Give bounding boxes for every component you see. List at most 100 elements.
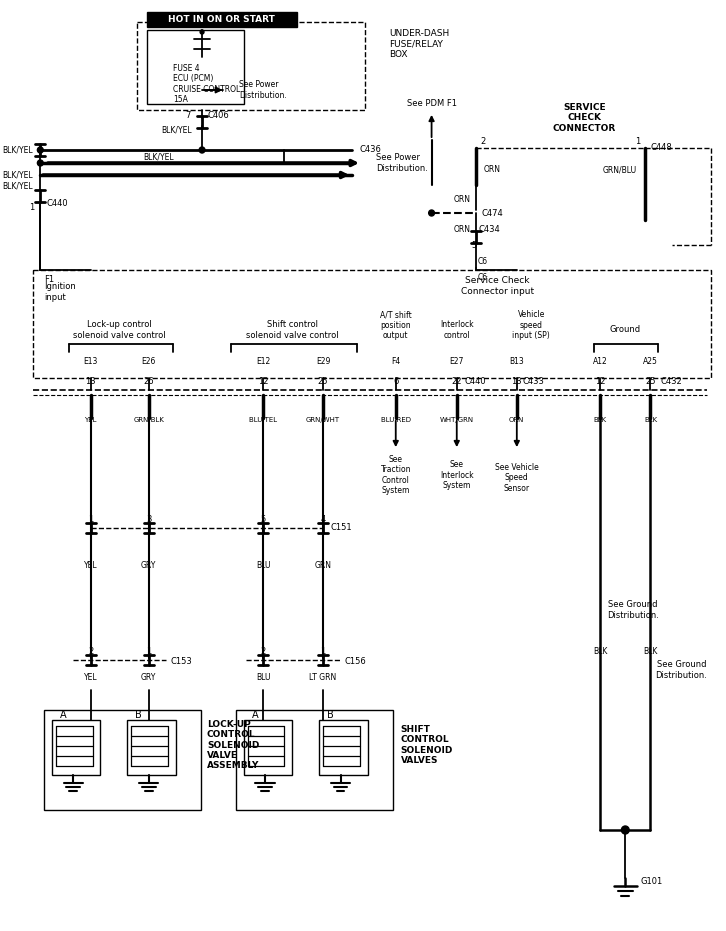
Text: SHIFT
CONTROL
SOLENOID
VALVES: SHIFT CONTROL SOLENOID VALVES — [401, 725, 453, 765]
Text: BLK/YEL: BLK/YEL — [143, 153, 174, 161]
Text: C153: C153 — [170, 657, 192, 667]
Text: BLK: BLK — [644, 417, 657, 423]
Text: See
Traction
Control
System: See Traction Control System — [380, 455, 411, 495]
Text: C433: C433 — [523, 377, 544, 386]
Bar — [147, 30, 244, 104]
Text: See Ground
Distribution.: See Ground Distribution. — [655, 660, 706, 680]
Text: BLK/YEL: BLK/YEL — [162, 126, 192, 134]
Text: GRY: GRY — [141, 673, 157, 682]
Text: Service Check
Connector input: Service Check Connector input — [461, 277, 534, 296]
Text: C448: C448 — [650, 143, 672, 153]
Text: 12: 12 — [595, 377, 605, 386]
Text: See Power
Distribution.: See Power Distribution. — [376, 154, 428, 172]
Text: BLK: BLK — [593, 647, 607, 656]
Text: ORN: ORN — [453, 225, 470, 235]
Text: 22: 22 — [452, 377, 462, 386]
Text: FUSE 4
ECU (PCM)
CRUISE CONTROL
15A: FUSE 4 ECU (PCM) CRUISE CONTROL 15A — [173, 64, 240, 104]
Text: LT GRN: LT GRN — [309, 673, 337, 682]
Text: BLU RED: BLU RED — [380, 417, 411, 423]
Bar — [33, 270, 711, 378]
Text: UNDER-DASH
FUSE/RELAY
BOX: UNDER-DASH FUSE/RELAY BOX — [389, 29, 449, 59]
Text: A25: A25 — [643, 358, 658, 367]
Circle shape — [38, 147, 44, 153]
Text: 7: 7 — [185, 112, 190, 120]
Text: 1: 1 — [29, 204, 35, 212]
Text: C6: C6 — [478, 274, 488, 282]
Text: 13: 13 — [86, 377, 96, 386]
Text: E29: E29 — [316, 358, 330, 367]
Text: YEL: YEL — [84, 560, 97, 570]
Text: BLK: BLK — [643, 647, 658, 656]
Text: YEL: YEL — [84, 417, 97, 423]
Bar — [236, 710, 393, 810]
Text: 13: 13 — [512, 377, 522, 386]
Text: A/T shift
position
output: A/T shift position output — [380, 310, 412, 340]
Text: BLK/YEL: BLK/YEL — [2, 170, 33, 180]
Circle shape — [199, 147, 205, 153]
Text: 5: 5 — [472, 240, 477, 250]
Bar — [52, 720, 100, 775]
Text: GRY: GRY — [141, 560, 157, 570]
Text: 6: 6 — [393, 377, 399, 386]
Text: F4: F4 — [391, 358, 400, 367]
Text: E12: E12 — [256, 358, 270, 367]
Text: YEL: YEL — [84, 673, 97, 682]
Text: B: B — [135, 710, 142, 720]
Circle shape — [200, 30, 204, 34]
Text: LOCK-UP
CONTROL
SOLENOID
VALVE
ASSEMBLY: LOCK-UP CONTROL SOLENOID VALVE ASSEMBLY — [207, 720, 259, 770]
Text: C434: C434 — [478, 225, 499, 235]
Text: 26: 26 — [144, 377, 154, 386]
Text: BLK/YEL: BLK/YEL — [2, 182, 33, 191]
Circle shape — [38, 160, 44, 166]
Bar — [319, 720, 367, 775]
Text: 1: 1 — [88, 516, 94, 524]
Text: ORN: ORN — [484, 166, 501, 174]
Text: BLU: BLU — [256, 673, 270, 682]
Text: See Vehicle
Speed
Sensor: See Vehicle Speed Sensor — [495, 463, 539, 492]
Text: 1: 1 — [146, 647, 152, 656]
Text: E26: E26 — [142, 358, 156, 367]
Text: B13: B13 — [510, 358, 524, 367]
Bar — [137, 22, 364, 110]
Text: 2: 2 — [261, 647, 266, 656]
Text: C432: C432 — [660, 377, 682, 386]
Bar — [244, 720, 292, 775]
Text: E27: E27 — [449, 358, 464, 367]
Text: C156: C156 — [344, 657, 366, 667]
Bar — [147, 12, 297, 27]
Text: Ignition
input: Ignition input — [44, 282, 76, 302]
Text: C440: C440 — [46, 199, 68, 209]
Text: A: A — [60, 710, 66, 720]
Circle shape — [621, 826, 629, 834]
Text: SERVICE
CHECK
CONNECTOR: SERVICE CHECK CONNECTOR — [553, 103, 616, 133]
Text: C406: C406 — [208, 112, 229, 120]
Text: 4: 4 — [320, 516, 326, 524]
Text: Ground: Ground — [610, 326, 641, 334]
Text: Interlock
control: Interlock control — [440, 320, 473, 340]
Text: 25: 25 — [318, 377, 328, 386]
Text: BLK/YEL: BLK/YEL — [2, 145, 33, 155]
Text: G101: G101 — [641, 878, 663, 886]
Text: See
Interlock
System: See Interlock System — [440, 460, 473, 490]
Text: WHT/GRN: WHT/GRN — [440, 417, 474, 423]
Text: F1: F1 — [44, 276, 54, 285]
Text: A: A — [251, 710, 258, 720]
Text: C151: C151 — [331, 523, 353, 533]
Text: 5: 5 — [261, 516, 266, 524]
Bar — [44, 710, 201, 810]
Text: GRN/BLK: GRN/BLK — [134, 417, 164, 423]
Text: 1: 1 — [320, 647, 326, 656]
Text: 2: 2 — [88, 647, 94, 656]
Text: 2: 2 — [480, 137, 485, 145]
Text: GRN: GRN — [314, 560, 332, 570]
Text: GRN/BLU: GRN/BLU — [603, 166, 637, 174]
Text: HOT IN ON OR START: HOT IN ON OR START — [168, 15, 275, 24]
Text: See PDM F1: See PDM F1 — [407, 100, 457, 109]
Text: BLU: BLU — [256, 560, 270, 570]
Text: See Ground
Distribution.: See Ground Distribution. — [607, 600, 659, 620]
Text: 12: 12 — [258, 377, 269, 386]
Text: A12: A12 — [592, 358, 608, 367]
Text: ORN: ORN — [509, 417, 524, 423]
Text: BLK: BLK — [594, 417, 607, 423]
Text: ORN: ORN — [453, 196, 470, 205]
